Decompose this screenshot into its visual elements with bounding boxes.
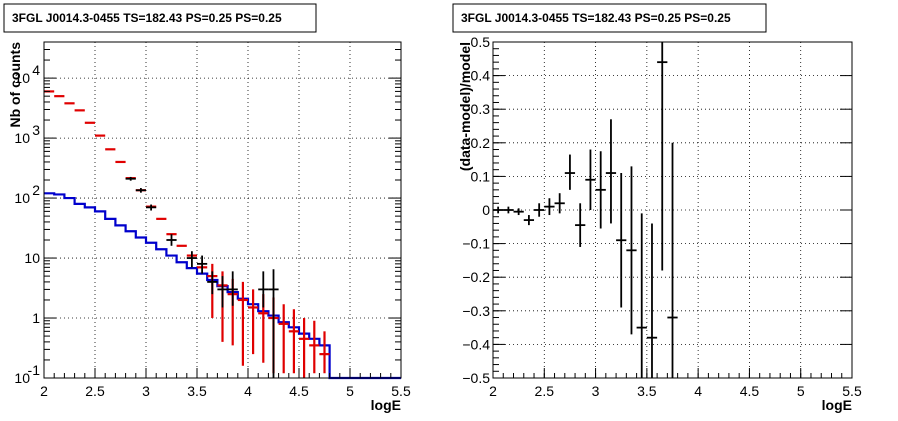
counts-y-tick-exponent: 4 — [32, 62, 40, 78]
counts-y-tick-label: 10 — [24, 250, 40, 266]
residual-y-tick-label: 0.4 — [471, 68, 491, 84]
counts-y-tick-label: 10 — [14, 190, 30, 206]
residual-y-tick-label: 0.5 — [471, 34, 491, 50]
counts-model-series — [44, 90, 330, 378]
counts-x-tick-label: 2 — [40, 383, 48, 399]
residual-y-tick-label: −0.4 — [462, 336, 490, 352]
residual-x-axis-label: logE — [822, 397, 852, 413]
residual-x-tick-label: 4 — [694, 383, 702, 399]
residual-panel: 3FGL J0014.3-0455 TS=182.43 PS=0.25 PS=0… — [452, 3, 862, 413]
residual-axes: 2 2.5 3 3.5 4 4.5 5 5.5 −0.5 −0.4 −0.3 −0.2 −0.1 0 0.1… — [462, 34, 862, 399]
counts-y-tick-label: 10 — [14, 130, 30, 146]
residual-x-tick-label: 5 — [797, 383, 805, 399]
residual-y-tick-label: −0.5 — [462, 370, 490, 386]
counts-x-tick-label: 2.5 — [85, 383, 105, 399]
residual-x-tick-label: 2.5 — [535, 383, 555, 399]
residual-x-tick-label: 3 — [592, 383, 600, 399]
counts-x-tick-label: 3.5 — [187, 383, 207, 399]
residual-x-tick-label: 3.5 — [637, 383, 657, 399]
residual-title-box — [452, 3, 767, 33]
counts-x-tick-label: 3 — [142, 383, 150, 399]
residual-title: 3FGL J0014.3-0455 TS=182.43 PS=0.25 PS=0… — [461, 11, 731, 25]
counts-x-tick-label: 5.5 — [391, 383, 411, 399]
counts-y-tick-exponent: 2 — [32, 182, 40, 198]
residual-y-tick-label: 0.3 — [471, 101, 491, 117]
residual-x-tick-label: 4.5 — [740, 383, 760, 399]
residual-y-tick-label: −0.1 — [462, 236, 490, 252]
residual-data-series — [493, 42, 678, 378]
counts-y-tick-label: 1 — [32, 310, 40, 326]
residual-x-tick-label: 5.5 — [842, 383, 862, 399]
residual-y-tick-label: −0.3 — [462, 303, 490, 319]
residual-y-tick-label: 0 — [482, 202, 490, 218]
residual-y-axis-label: (data-model)/model — [457, 42, 473, 171]
counts-x-axis-label: logE — [371, 397, 401, 413]
counts-x-tick-label: 4.5 — [289, 383, 309, 399]
counts-title: 3FGL J0014.3-0455 TS=182.43 PS=0.25 PS=0… — [12, 11, 282, 25]
counts-y-tick-exponent: -1 — [28, 362, 41, 378]
counts-title-box — [3, 3, 317, 33]
counts-data-series — [125, 176, 279, 378]
counts-y-tick-exponent: 3 — [32, 122, 40, 138]
residual-x-tick-label: 2 — [489, 383, 497, 399]
counts-panel: 3FGL J0014.3-0455 TS=182.43 PS=0.25 PS=0… — [3, 3, 411, 413]
counts-y-axis-label: Nb of counts — [7, 42, 23, 128]
residual-y-tick-label: 0.2 — [471, 135, 491, 151]
counts-grid — [44, 42, 401, 378]
counts-y-tick-label: 10 — [14, 70, 30, 86]
counts-y-tick-label: 10 — [14, 370, 30, 386]
counts-plot-frame — [43, 41, 402, 379]
counts-x-tick-label: 4 — [244, 383, 252, 399]
residual-y-tick-label: 0.1 — [471, 168, 491, 184]
counts-x-tick-label: 5 — [346, 383, 354, 399]
residual-y-tick-label: −0.2 — [462, 269, 490, 285]
